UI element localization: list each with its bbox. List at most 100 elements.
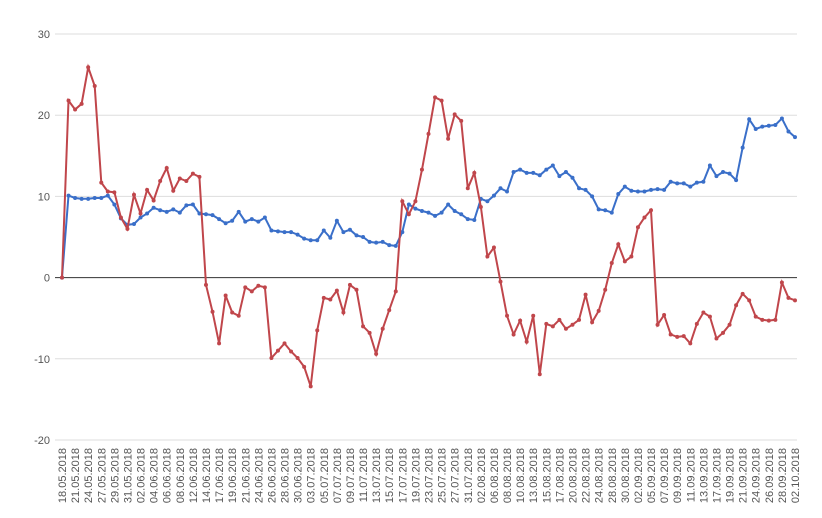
point — [622, 184, 627, 189]
point — [217, 341, 222, 346]
x-tick-label: 28.06.2018 — [280, 448, 292, 503]
point — [92, 196, 97, 201]
point — [793, 298, 797, 303]
x-tick-label: 12.06.2018 — [188, 448, 200, 503]
point — [341, 230, 346, 235]
x-tick-label: 13.07.2018 — [371, 448, 383, 503]
point — [210, 213, 215, 218]
point — [236, 313, 241, 318]
x-tick-label: 24.08.2018 — [594, 448, 606, 503]
point — [701, 179, 706, 184]
x-tick-label: 28.08.2018 — [607, 448, 619, 503]
point — [485, 254, 490, 259]
x-tick-label: 15.07.2018 — [384, 448, 396, 503]
x-tick-label: 02.06.2018 — [136, 448, 148, 503]
point — [256, 219, 261, 224]
point — [485, 199, 490, 204]
point — [478, 204, 483, 209]
point — [112, 190, 117, 195]
point — [171, 207, 176, 212]
point — [433, 95, 438, 100]
x-tick-label: 17.07.2018 — [397, 448, 409, 503]
x-tick-label: 17.06.2018 — [214, 448, 226, 503]
point — [341, 310, 346, 315]
point — [308, 384, 313, 389]
point — [668, 179, 673, 184]
point — [616, 242, 621, 247]
x-tick-label: 02.10.2018 — [790, 448, 802, 503]
point — [773, 122, 778, 127]
point — [498, 186, 503, 191]
point — [269, 355, 274, 360]
point — [596, 308, 601, 313]
point — [675, 181, 680, 186]
y-tick-label: -20 — [34, 435, 50, 447]
point — [60, 275, 64, 280]
point — [524, 170, 529, 175]
point — [452, 112, 457, 117]
point — [289, 349, 294, 354]
point — [223, 221, 228, 226]
point — [557, 174, 562, 179]
point — [387, 243, 392, 248]
x-tick-label: 05.07.2018 — [319, 448, 331, 503]
point — [184, 178, 189, 183]
point — [563, 170, 568, 175]
point — [367, 239, 372, 244]
point — [347, 227, 352, 232]
point — [511, 170, 516, 175]
point — [158, 178, 163, 183]
point — [603, 287, 608, 292]
x-tick-label: 31.07.2018 — [463, 448, 475, 503]
point — [262, 215, 267, 220]
x-tick-label: 07.07.2018 — [332, 448, 344, 503]
point — [629, 254, 634, 259]
point — [406, 202, 411, 207]
x-tick-label: 22.08.2018 — [581, 448, 593, 503]
point — [577, 317, 582, 322]
point — [518, 167, 523, 172]
x-tick-label: 14.06.2018 — [201, 448, 213, 503]
point — [655, 322, 660, 327]
x-tick-label: 30.08.2018 — [620, 448, 632, 503]
point — [531, 170, 536, 175]
point — [145, 187, 150, 192]
point — [197, 174, 202, 179]
point — [596, 207, 601, 212]
x-tick-label: 05.09.2018 — [646, 448, 658, 503]
point — [786, 295, 791, 300]
point — [760, 124, 765, 129]
point — [537, 173, 542, 178]
x-tick-label: 25.07.2018 — [437, 448, 449, 503]
point — [177, 210, 182, 215]
y-tick-label: 20 — [38, 110, 50, 122]
point — [779, 280, 784, 285]
x-tick-label: 20.08.2018 — [567, 448, 579, 503]
point — [459, 118, 464, 123]
point — [721, 170, 726, 175]
x-tick-label: 19.06.2018 — [227, 448, 239, 503]
point — [505, 313, 510, 318]
point — [793, 135, 797, 140]
x-tick-label: 19.09.2018 — [725, 448, 737, 503]
point — [73, 196, 78, 201]
point — [347, 282, 352, 287]
x-tick-label: 24.05.2018 — [83, 448, 95, 503]
x-tick-label: 10.08.2018 — [515, 448, 527, 503]
series-line — [61, 116, 796, 278]
point — [334, 288, 339, 293]
point — [419, 167, 424, 172]
point — [629, 188, 634, 193]
point — [197, 211, 202, 216]
point — [374, 240, 379, 245]
x-tick-label: 11.09.2018 — [685, 448, 697, 502]
point — [99, 180, 104, 185]
y-tick-label: 10 — [38, 191, 50, 203]
point — [289, 230, 294, 235]
point — [753, 127, 758, 132]
point — [439, 98, 444, 103]
point — [590, 194, 595, 199]
point — [622, 259, 627, 264]
point — [203, 282, 208, 287]
